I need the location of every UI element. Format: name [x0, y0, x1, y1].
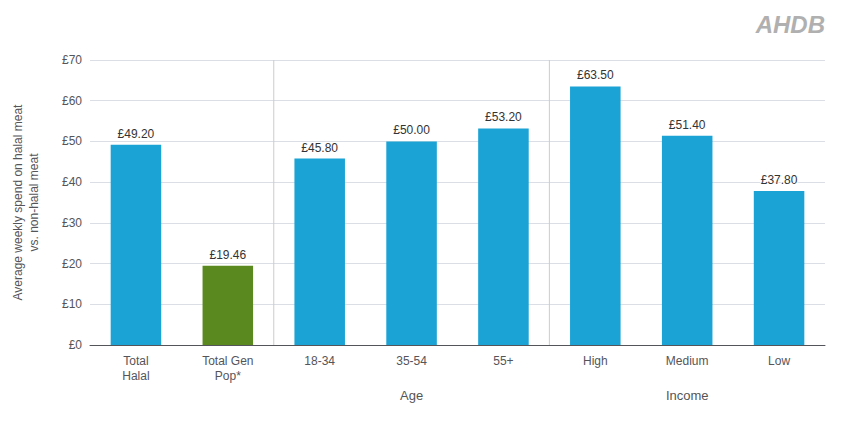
svg-text:Average weekly spend on halal: Average weekly spend on halal meat: [11, 104, 25, 301]
svg-text:£53.20: £53.20: [485, 110, 522, 124]
svg-text:18-34: 18-34: [304, 354, 335, 368]
svg-text:Halal: Halal: [122, 369, 149, 383]
svg-text:£60: £60: [62, 94, 82, 108]
svg-text:£19.46: £19.46: [209, 248, 246, 262]
svg-text:£63.50: £63.50: [577, 68, 614, 82]
svg-text:vs. non-halal meat: vs. non-halal meat: [27, 153, 41, 252]
svg-text:35-54: 35-54: [396, 354, 427, 368]
svg-text:£49.20: £49.20: [118, 127, 155, 141]
svg-text:Age: Age: [400, 388, 423, 403]
svg-text:£0: £0: [69, 338, 83, 352]
svg-text:55+: 55+: [493, 354, 513, 368]
svg-text:£30: £30: [62, 216, 82, 230]
svg-text:£37.80: £37.80: [761, 173, 798, 187]
svg-text:£45.80: £45.80: [301, 141, 338, 155]
svg-text:£70: £70: [62, 53, 82, 67]
svg-text:Total Gen: Total Gen: [202, 354, 253, 368]
svg-text:£50.00: £50.00: [393, 123, 430, 137]
svg-text:High: High: [583, 354, 608, 368]
svg-text:Medium: Medium: [666, 354, 709, 368]
svg-text:£51.40: £51.40: [669, 118, 706, 132]
svg-text:£20: £20: [62, 257, 82, 271]
svg-text:£10: £10: [62, 297, 82, 311]
svg-text:Total: Total: [123, 354, 148, 368]
svg-text:£40: £40: [62, 175, 82, 189]
svg-text:£50: £50: [62, 134, 82, 148]
svg-text:Income: Income: [666, 388, 709, 403]
svg-text:Pop*: Pop*: [215, 369, 241, 383]
svg-text:Low: Low: [768, 354, 790, 368]
svg-text:AHDB: AHDB: [755, 11, 825, 38]
